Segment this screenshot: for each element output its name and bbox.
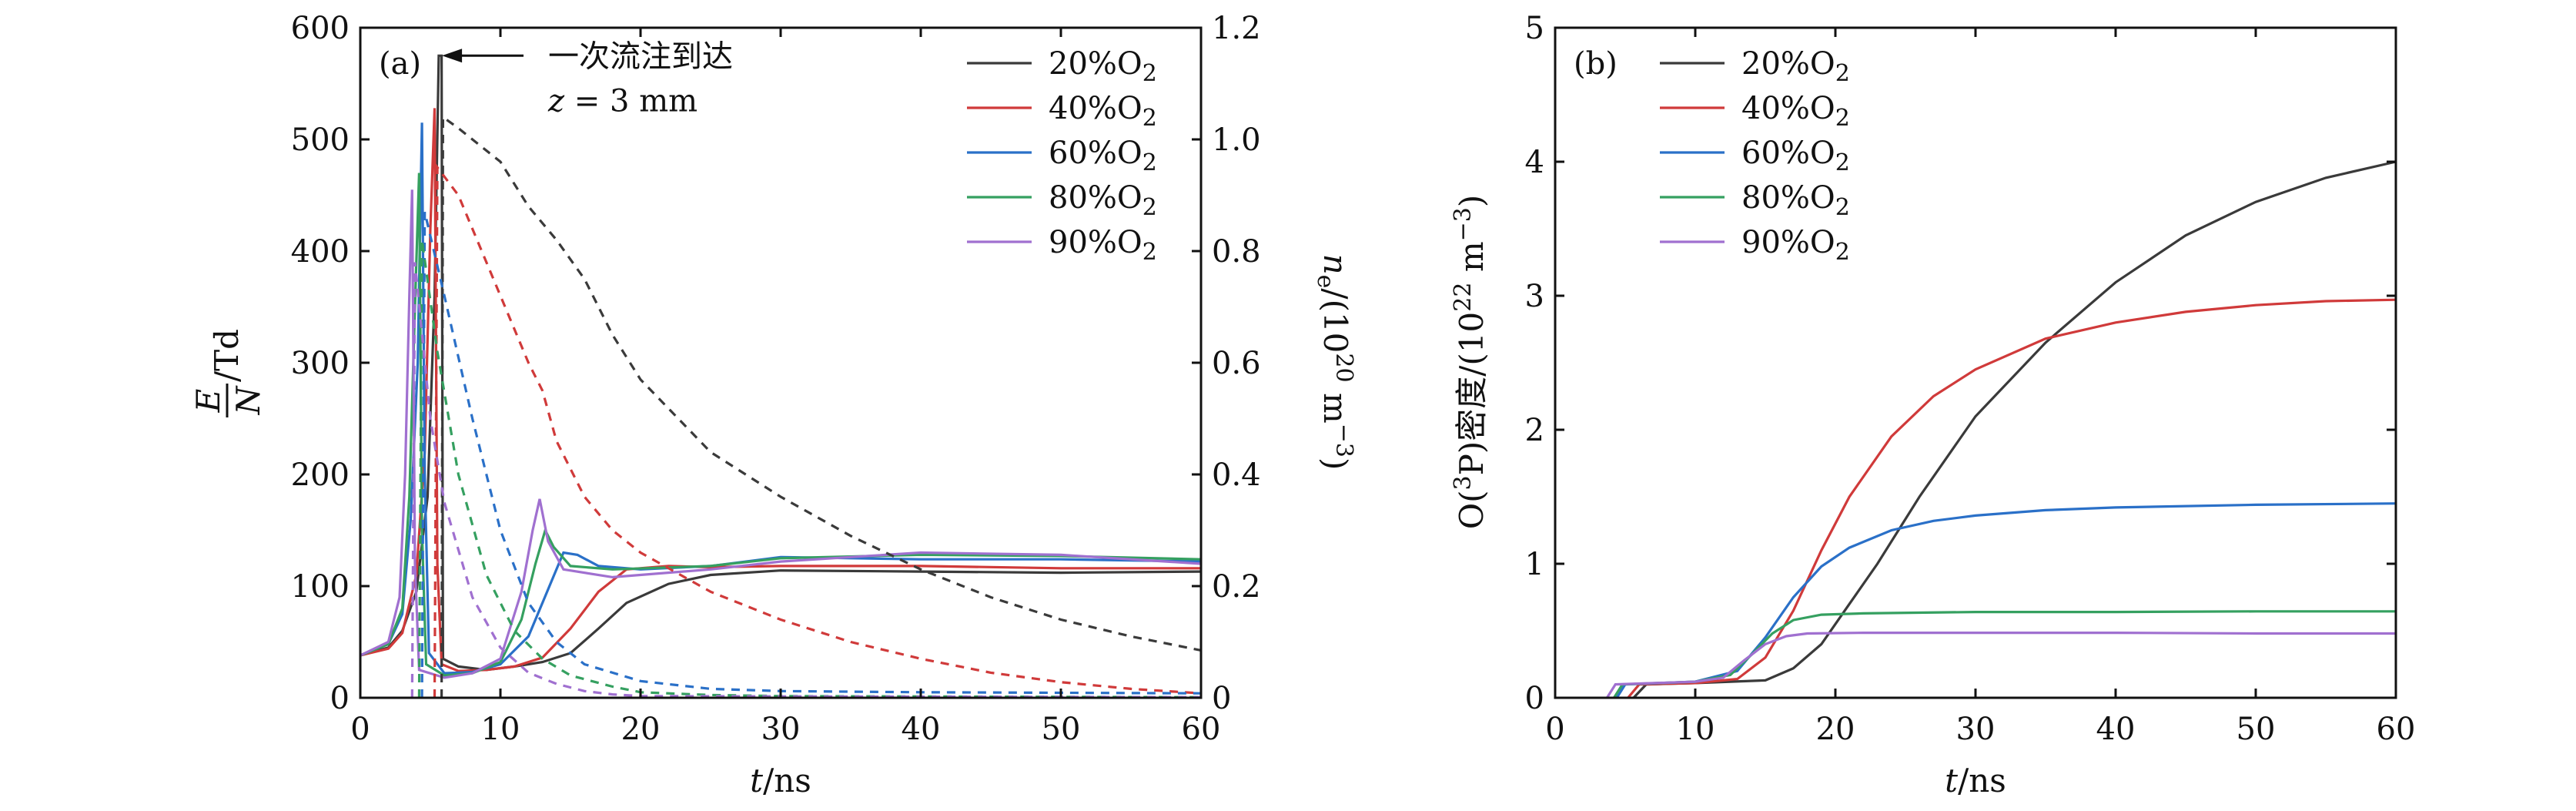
legend-label-3: 80%O2 (1049, 180, 1157, 221)
y-tick-label-right: 1.2 (1212, 11, 1261, 46)
legend-label-1: 40%O2 (1741, 91, 1850, 132)
x-tick-label: 10 (1676, 712, 1715, 747)
y-tick-label: 5 (1525, 11, 1544, 46)
annotation-arrow-head (442, 49, 463, 63)
y-tick-label: 1 (1525, 547, 1544, 582)
panel-a-xlabel: t/ns (750, 762, 811, 799)
legend-label-0: 20%O2 (1049, 46, 1157, 87)
x-tick-label: 0 (350, 712, 370, 747)
x-tick-label: 60 (1182, 712, 1221, 747)
y-tick-label: 0 (1525, 681, 1544, 716)
ylabel-td: /Td (208, 329, 246, 382)
legend-label-3: 80%O2 (1741, 180, 1850, 221)
y-tick-label-left: 200 (291, 457, 350, 493)
panel-b-label: (b) (1574, 46, 1618, 82)
en-line-3 (360, 173, 1202, 677)
ne-line-0 (440, 114, 1202, 699)
x-tick-label: 10 (481, 712, 520, 747)
panel-b-series (1605, 160, 2397, 699)
panel-b-xlabel: t/ns (1945, 762, 2006, 799)
ne-line-3 (417, 240, 1202, 699)
ne-line-2 (420, 211, 1202, 699)
y-tick-label-left: 300 (291, 346, 350, 381)
o3p-line-3 (1613, 610, 2396, 699)
ylabel-ne: ne/(1020 m−3) (1312, 254, 1357, 471)
x-tick-label: 60 (2377, 712, 2416, 747)
panel-a: 0 10 20 30 40 50 60010020030040050060000.20.40… (189, 11, 1357, 799)
y-tick-label-right: 0.2 (1212, 569, 1261, 605)
x-tick-label: 50 (2236, 712, 2276, 747)
ylabel-e: E (189, 389, 227, 414)
panel-a-ylabel-right: ne/(1020 m−3) (1312, 254, 1357, 471)
y-tick-label-left: 0 (330, 681, 350, 716)
panel-a-plot-frame (359, 26, 1203, 699)
y-tick-label-left: 600 (291, 11, 350, 46)
x-tick-label: 50 (1042, 712, 1081, 747)
panel-b-ticks: 0 10 20 30 40 50 60 0 1 2 3 4 5 (1525, 11, 2416, 747)
x-tick-label: 20 (1816, 712, 1855, 747)
annotation-text-1: 一次流注到达 (548, 39, 733, 74)
ylabel-n: N (229, 385, 267, 415)
y-tick-label: 2 (1525, 413, 1544, 448)
ne-line-4 (410, 262, 1202, 699)
panel-a-label: (a) (379, 46, 421, 82)
panel-b: 0 10 20 30 40 50 60 0 1 2 3 4 5 (b) O(3P)密度/(1022 m−… (1450, 11, 2415, 799)
ne-line-1 (433, 163, 1202, 699)
y-tick-label-left: 400 (291, 234, 350, 270)
panel-a-ylabel-left: E N /Td (189, 329, 267, 417)
o3p-line-0 (1632, 160, 2397, 699)
y-tick-label-right: 0.6 (1212, 346, 1261, 381)
panel-b-plot-frame (1554, 26, 2397, 699)
legend-label-0: 20%O2 (1741, 46, 1850, 87)
o3p-line-1 (1627, 298, 2397, 699)
legend-label-4: 90%O2 (1049, 225, 1157, 266)
legend-label-4: 90%O2 (1741, 225, 1850, 266)
x-tick-label: 40 (2096, 712, 2136, 747)
y-tick-label: 3 (1525, 279, 1544, 314)
y-tick-label: 4 (1525, 145, 1544, 180)
ylabel-o3p: O(3P)密度/(1022 m−3) (1450, 195, 1490, 530)
y-tick-label-right: 0 (1212, 681, 1231, 716)
x-tick-label: 0 (1545, 712, 1564, 747)
y-tick-label-left: 100 (291, 569, 350, 605)
x-tick-label: 20 (621, 712, 661, 747)
y-tick-label-right: 0.8 (1212, 234, 1261, 270)
annotation-text-2: z = 3 mm (547, 83, 698, 119)
x-tick-label: 30 (761, 712, 801, 747)
panel-a-ticks: 0 10 20 30 40 50 60010020030040050060000.20.40… (291, 11, 1261, 747)
legend-label-2: 60%O2 (1741, 136, 1850, 176)
legend-label-1: 40%O2 (1049, 91, 1157, 132)
legend-label-2: 60%O2 (1049, 136, 1157, 176)
panel-b-ylabel: O(3P)密度/(1022 m−3) (1450, 195, 1490, 530)
x-tick-label: 30 (1956, 712, 1996, 747)
y-tick-label-right: 1.0 (1212, 122, 1261, 158)
o3p-line-4 (1605, 632, 2396, 699)
y-tick-label-left: 500 (291, 122, 350, 158)
annotation: 一次流注到达 z = 3 mm (442, 39, 733, 119)
y-tick-label-right: 0.4 (1212, 457, 1261, 493)
x-tick-label: 40 (902, 712, 941, 747)
